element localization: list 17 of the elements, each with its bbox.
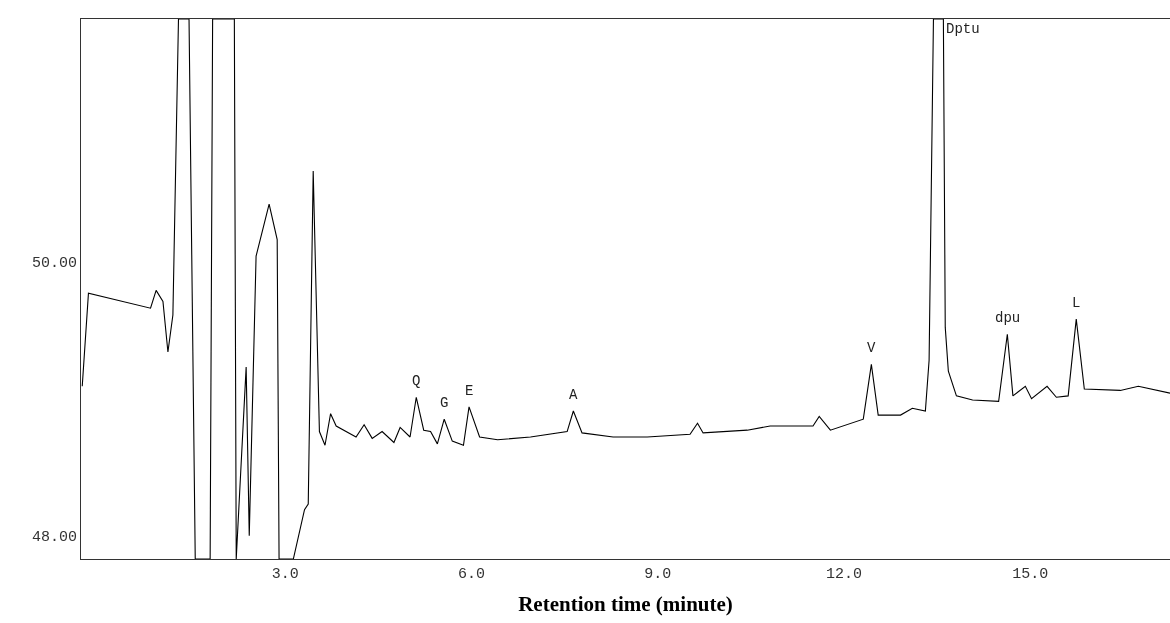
- x-tick-label: 9.0: [644, 566, 672, 583]
- x-tick-label: 3.0: [271, 566, 299, 583]
- annotation: V: [867, 340, 876, 356]
- y-tick-label: 50.00: [31, 254, 77, 272]
- x-tick-label: 15.0: [1012, 566, 1049, 583]
- annotation: G: [440, 395, 449, 411]
- annotation: Dptu: [946, 21, 980, 37]
- annotation: E: [465, 383, 474, 399]
- annotation: dpu: [995, 310, 1021, 326]
- x-tick-label: 6.0: [458, 566, 486, 583]
- line-series: [81, 19, 1170, 559]
- annotation: Q: [412, 373, 421, 389]
- annotation: A: [569, 387, 578, 403]
- annotation: L: [1072, 295, 1081, 311]
- y-tick-label: 48.00: [31, 528, 77, 546]
- x-axis-title: Retention time (minute): [518, 592, 733, 617]
- x-tick-label: 12.0: [826, 566, 863, 583]
